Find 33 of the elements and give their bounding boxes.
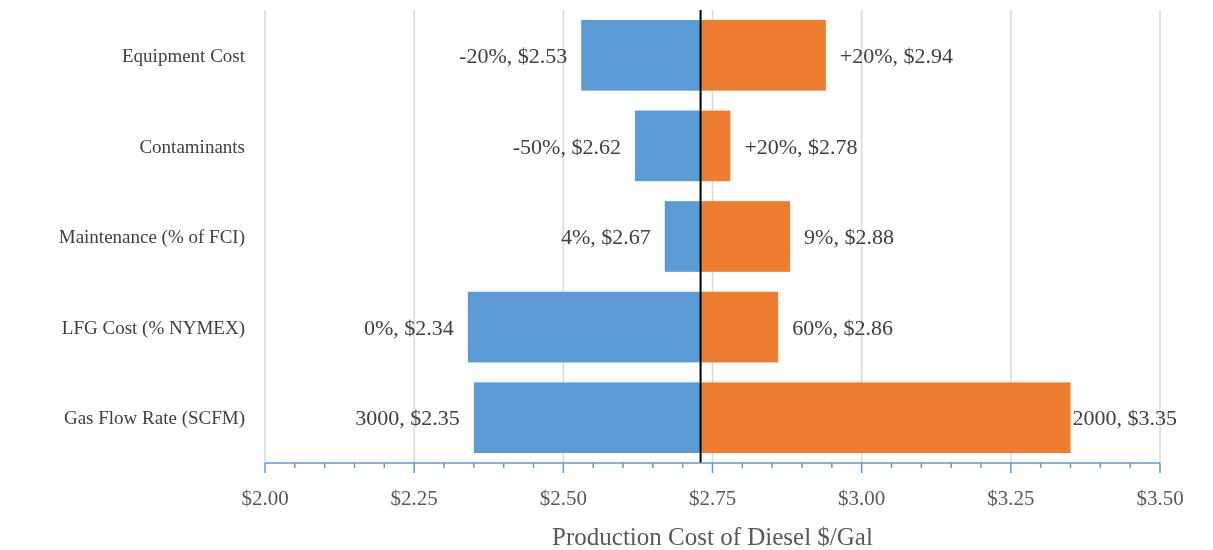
annotation: 2000, $3.35 (1072, 405, 1177, 431)
annotation: -50%, $2.62 (512, 133, 621, 159)
x-tick-label: $2.00 (241, 486, 289, 510)
x-tick-label: $2.75 (688, 486, 737, 510)
bar (700, 291, 779, 363)
annotation: 3000, $2.35 (355, 405, 460, 431)
annotation: -20%, $2.53 (459, 43, 568, 68)
x-tick-label: $2.50 (539, 486, 587, 510)
x-axis-title: Production Cost of Diesel $/Gal (552, 523, 873, 550)
y-tick-label: Maintenance (% of FCI) (58, 226, 245, 249)
annotation: 0%, $2.34 (364, 314, 454, 340)
annotation: +20%, $2.94 (839, 43, 954, 68)
annotation: 4%, $2.67 (560, 224, 651, 250)
y-tick-label: Equipment Cost (122, 44, 246, 66)
bar (467, 291, 701, 363)
bar (700, 110, 731, 182)
y-tick-label: Contaminants (139, 135, 245, 157)
bar (700, 382, 1071, 454)
bar (664, 201, 701, 272)
bar (634, 110, 701, 182)
annotation: 9%, $2.88 (804, 224, 894, 250)
y-tick-label: LFG Cost (% NYMEX) (61, 316, 245, 339)
bar (581, 19, 701, 91)
bar (473, 382, 701, 454)
x-tick-label: $3.25 (987, 486, 1035, 510)
x-tick-label: $2.25 (390, 486, 438, 510)
annotation: +20%, $2.78 (744, 133, 858, 159)
x-tick-label: $3.50 (1136, 486, 1184, 510)
bar (700, 19, 826, 91)
y-tick-label: Gas Flow Rate (SCFM) (63, 407, 245, 430)
x-tick-label: $3.00 (838, 486, 886, 510)
annotation: 60%, $2.86 (792, 314, 893, 340)
bar (700, 201, 791, 272)
